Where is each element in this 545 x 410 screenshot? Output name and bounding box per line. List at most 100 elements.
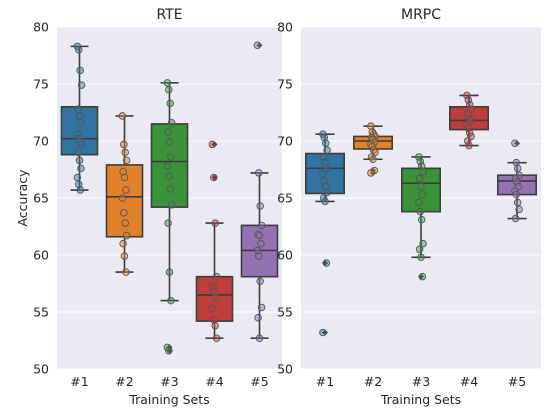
data-point: [319, 153, 328, 161]
data-point: [121, 219, 129, 227]
data-point: [118, 112, 127, 120]
y-tick-label: 80: [33, 20, 49, 35]
data-point: [255, 231, 264, 240]
data-point: [511, 139, 519, 148]
data-point: [121, 148, 129, 157]
rte-panel: 50 55 60 65 70 75 80 #1 #2 #3 #4 #5 RTE Training Sets…: [15, 7, 282, 407]
x-tick-label: #3: [160, 374, 178, 389]
data-point: [77, 164, 85, 173]
data-point: [367, 122, 375, 130]
data-point: [210, 316, 218, 324]
data-point: [513, 198, 522, 207]
x-axis-label: Training Sets: [380, 392, 461, 407]
mrpc-panel: 50 55 60 65 70 75 80 #1 #2 #3 #4 #5 MRPC Training Set…: [277, 7, 541, 407]
outlier-marker: [256, 42, 263, 49]
data-point: [512, 158, 521, 167]
data-point: [255, 169, 263, 177]
data-point: [321, 197, 329, 206]
data-point: [418, 272, 427, 281]
data-point: [75, 156, 84, 165]
data-point: [164, 128, 172, 136]
y-tick-label: 55: [33, 305, 49, 320]
data-point: [415, 174, 424, 183]
data-point: [122, 231, 131, 240]
data-point: [319, 170, 327, 178]
panel-title: RTE: [156, 7, 182, 23]
data-point: [417, 162, 426, 170]
x-tick-label: #5: [250, 374, 268, 389]
data-point: [164, 219, 172, 227]
data-point: [211, 321, 219, 330]
data-point: [208, 140, 217, 149]
x-axis-label: Training Sets: [128, 392, 209, 407]
data-point: [419, 168, 427, 176]
data-point: [167, 153, 175, 161]
data-point: [120, 252, 129, 260]
data-point: [120, 173, 129, 182]
data-point: [255, 252, 263, 260]
data-point: [322, 164, 331, 173]
data-point: [165, 85, 173, 94]
data-point: [165, 138, 174, 146]
y-tick-label: 75: [277, 77, 293, 92]
data-point: [254, 313, 262, 322]
data-point: [257, 239, 265, 248]
data-point: [165, 347, 173, 355]
data-point: [122, 156, 131, 165]
data-point: [76, 66, 84, 75]
data-point: [257, 221, 266, 230]
data-point: [210, 287, 219, 296]
data-point: [416, 207, 425, 216]
data-point: [212, 272, 221, 281]
y-axis-label: Accuracy: [15, 169, 30, 227]
data-point: [319, 328, 327, 337]
box-3: [150, 82, 189, 354]
data-point: [167, 296, 175, 305]
data-point: [75, 112, 84, 120]
y-tick-label: 70: [277, 134, 293, 149]
data-point: [122, 268, 130, 276]
data-point: [253, 41, 262, 49]
data-point: [76, 186, 84, 194]
outlier-marker: [211, 174, 218, 181]
data-point: [417, 253, 425, 262]
x-tick-label: #3: [412, 374, 430, 389]
data-point: [163, 79, 172, 87]
x-tick-label: #1: [316, 374, 334, 389]
y-tick-label: 65: [33, 191, 49, 206]
data-point: [512, 190, 521, 199]
data-point: [212, 293, 220, 301]
data-point: [75, 46, 83, 54]
data-point: [163, 162, 172, 170]
y-tick-label: 70: [33, 134, 49, 149]
data-point: [255, 334, 264, 342]
data-point: [418, 190, 427, 199]
data-point: [415, 245, 424, 254]
data-point: [253, 246, 262, 255]
data-point: [167, 119, 176, 127]
data-point: [321, 182, 330, 191]
data-point: [208, 304, 217, 313]
outlier-marker: [322, 329, 328, 336]
data-point: [77, 119, 85, 127]
data-point: [77, 81, 86, 89]
data-point: [166, 185, 174, 193]
data-point: [120, 209, 128, 217]
data-point: [167, 201, 176, 209]
data-point: [515, 205, 523, 214]
y-tick-label: 50: [33, 362, 49, 377]
data-point: [119, 168, 127, 176]
data-point: [323, 188, 331, 197]
y-tick-label: 50: [277, 362, 293, 377]
data-point: [321, 158, 329, 167]
y-tick-label: 65: [277, 191, 293, 206]
panel-title: MRPC: [401, 7, 441, 23]
x-tick-label: #4: [460, 374, 478, 389]
x-tick-label: #4: [205, 374, 223, 389]
data-point: [120, 140, 128, 149]
data-point: [465, 141, 473, 150]
data-point: [212, 334, 221, 342]
data-point: [118, 194, 127, 202]
data-point: [320, 177, 329, 185]
